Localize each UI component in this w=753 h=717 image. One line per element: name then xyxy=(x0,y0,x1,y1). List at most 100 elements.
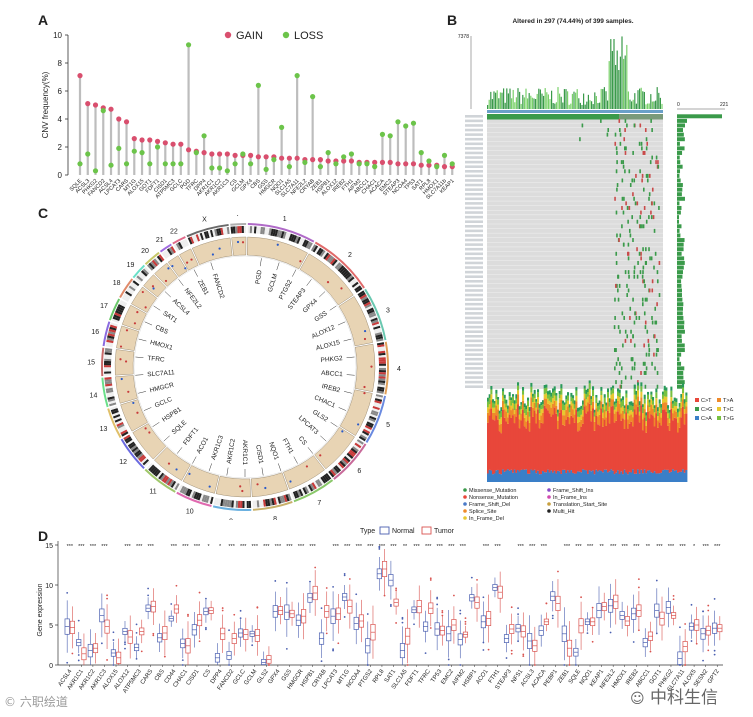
titv-bar-segment xyxy=(555,393,558,396)
box-outlier xyxy=(187,615,189,617)
row-gene-label-placeholder xyxy=(465,367,483,370)
mutation-cell xyxy=(644,361,646,366)
chromosome-outer-ring xyxy=(119,278,134,298)
mutation-cell xyxy=(651,187,654,192)
titv-bar-segment xyxy=(533,469,536,482)
ideogram-band xyxy=(108,330,116,335)
ideogram-band xyxy=(156,255,163,263)
titv-bar-segment xyxy=(660,425,663,473)
significance-label: *** xyxy=(529,544,536,550)
box-outlier xyxy=(390,603,392,606)
variant-legend-label: Missense_Mutation xyxy=(469,488,516,494)
ideogram-band xyxy=(209,229,214,238)
titv-bar-segment xyxy=(552,392,555,399)
titv-bar-segment xyxy=(503,394,506,399)
mutation-cell xyxy=(626,334,629,339)
ideogram-band xyxy=(371,319,379,324)
ideogram-band xyxy=(142,268,150,275)
cnv-dot xyxy=(241,489,244,493)
titv-bar-segment xyxy=(635,399,638,405)
titv-bar-segment xyxy=(605,411,608,418)
gene-label: AKR1C2 xyxy=(226,438,237,464)
ideogram-band xyxy=(343,271,351,278)
titv-bar-segment xyxy=(645,473,648,482)
titv-bar-segment xyxy=(537,392,540,398)
titv-bar-segment xyxy=(612,406,615,471)
ideogram-band xyxy=(138,454,145,461)
mutation-cell xyxy=(615,260,618,265)
titv-bar-segment xyxy=(500,474,503,482)
mutation-cell xyxy=(647,173,649,178)
titv-bar-segment xyxy=(528,473,531,482)
titv-bar-segment xyxy=(620,398,623,402)
chromosome-label: 22 xyxy=(170,228,178,235)
titv-bar-segment xyxy=(580,405,583,409)
side-mutation-bar xyxy=(677,366,685,371)
mutation-cell xyxy=(630,329,632,334)
ideogram-band xyxy=(375,336,384,340)
titv-bar-segment xyxy=(603,403,606,410)
box-outlier xyxy=(447,658,450,661)
mutation-cell xyxy=(616,160,618,165)
titv-bar-segment xyxy=(678,417,681,428)
ideogram-band xyxy=(377,384,385,388)
titv-bar-segment xyxy=(672,413,675,421)
titv-bar-segment xyxy=(542,412,545,424)
ideogram-band xyxy=(205,495,210,503)
significance-label: *** xyxy=(702,544,709,550)
titv-bar-segment xyxy=(637,396,640,407)
loss-point xyxy=(379,131,386,137)
titv-bar-segment xyxy=(675,401,678,407)
titv-bar-segment xyxy=(622,406,625,411)
titv-bar-segment xyxy=(575,390,578,396)
titv-bar-segment xyxy=(552,414,555,473)
mutation-cell xyxy=(615,146,618,151)
row-gene-label-placeholder xyxy=(465,325,483,329)
mutation-cell xyxy=(639,169,641,174)
ideogram-band xyxy=(173,244,180,252)
titv-bar-segment xyxy=(592,470,595,482)
box-outlier xyxy=(453,594,455,597)
titv-bar-segment xyxy=(658,407,661,413)
titv-bar-segment xyxy=(627,419,630,429)
ideogram-band xyxy=(232,226,236,234)
titv-bar-segment xyxy=(507,469,510,482)
box-outlier xyxy=(228,664,230,666)
gene-connector xyxy=(208,463,212,472)
mutation-cell xyxy=(627,270,630,275)
titv-bar-segment xyxy=(610,469,613,482)
ideogram-band xyxy=(175,243,182,251)
box-outlier xyxy=(152,632,155,635)
ideogram-band xyxy=(197,233,202,241)
box-outlier xyxy=(429,577,432,580)
gain-point xyxy=(92,102,99,108)
mutation-cell xyxy=(625,201,627,206)
chromosome-outer-ring xyxy=(247,223,315,243)
mutation-cell xyxy=(649,160,652,165)
ideogram-band xyxy=(378,365,386,369)
ideogram-band xyxy=(193,491,198,499)
mutation-cell xyxy=(624,118,627,123)
box-outlier xyxy=(378,545,381,548)
gene-connector xyxy=(337,321,346,326)
loss-point xyxy=(123,161,130,167)
legend-tumor-box xyxy=(421,526,432,535)
titv-bar-segment xyxy=(645,421,648,426)
ideogram-band xyxy=(270,228,274,236)
top-mutation-bar xyxy=(618,70,620,109)
ideogram-band xyxy=(345,454,352,461)
titv-bar-segment xyxy=(670,390,673,398)
mutation-cell xyxy=(616,187,618,192)
loss-point xyxy=(449,161,455,167)
box-outlier xyxy=(713,649,716,652)
mutation-cell xyxy=(624,150,627,155)
ideogram-band xyxy=(114,417,122,423)
mutation-cell xyxy=(639,123,642,128)
cnv-track xyxy=(120,399,148,432)
titv-bar-segment xyxy=(570,415,573,471)
ideogram-band xyxy=(307,242,313,250)
chromosome-outer-ring xyxy=(186,223,229,238)
gene-tick-label: CS xyxy=(229,178,239,188)
mutation-cell xyxy=(642,265,645,270)
